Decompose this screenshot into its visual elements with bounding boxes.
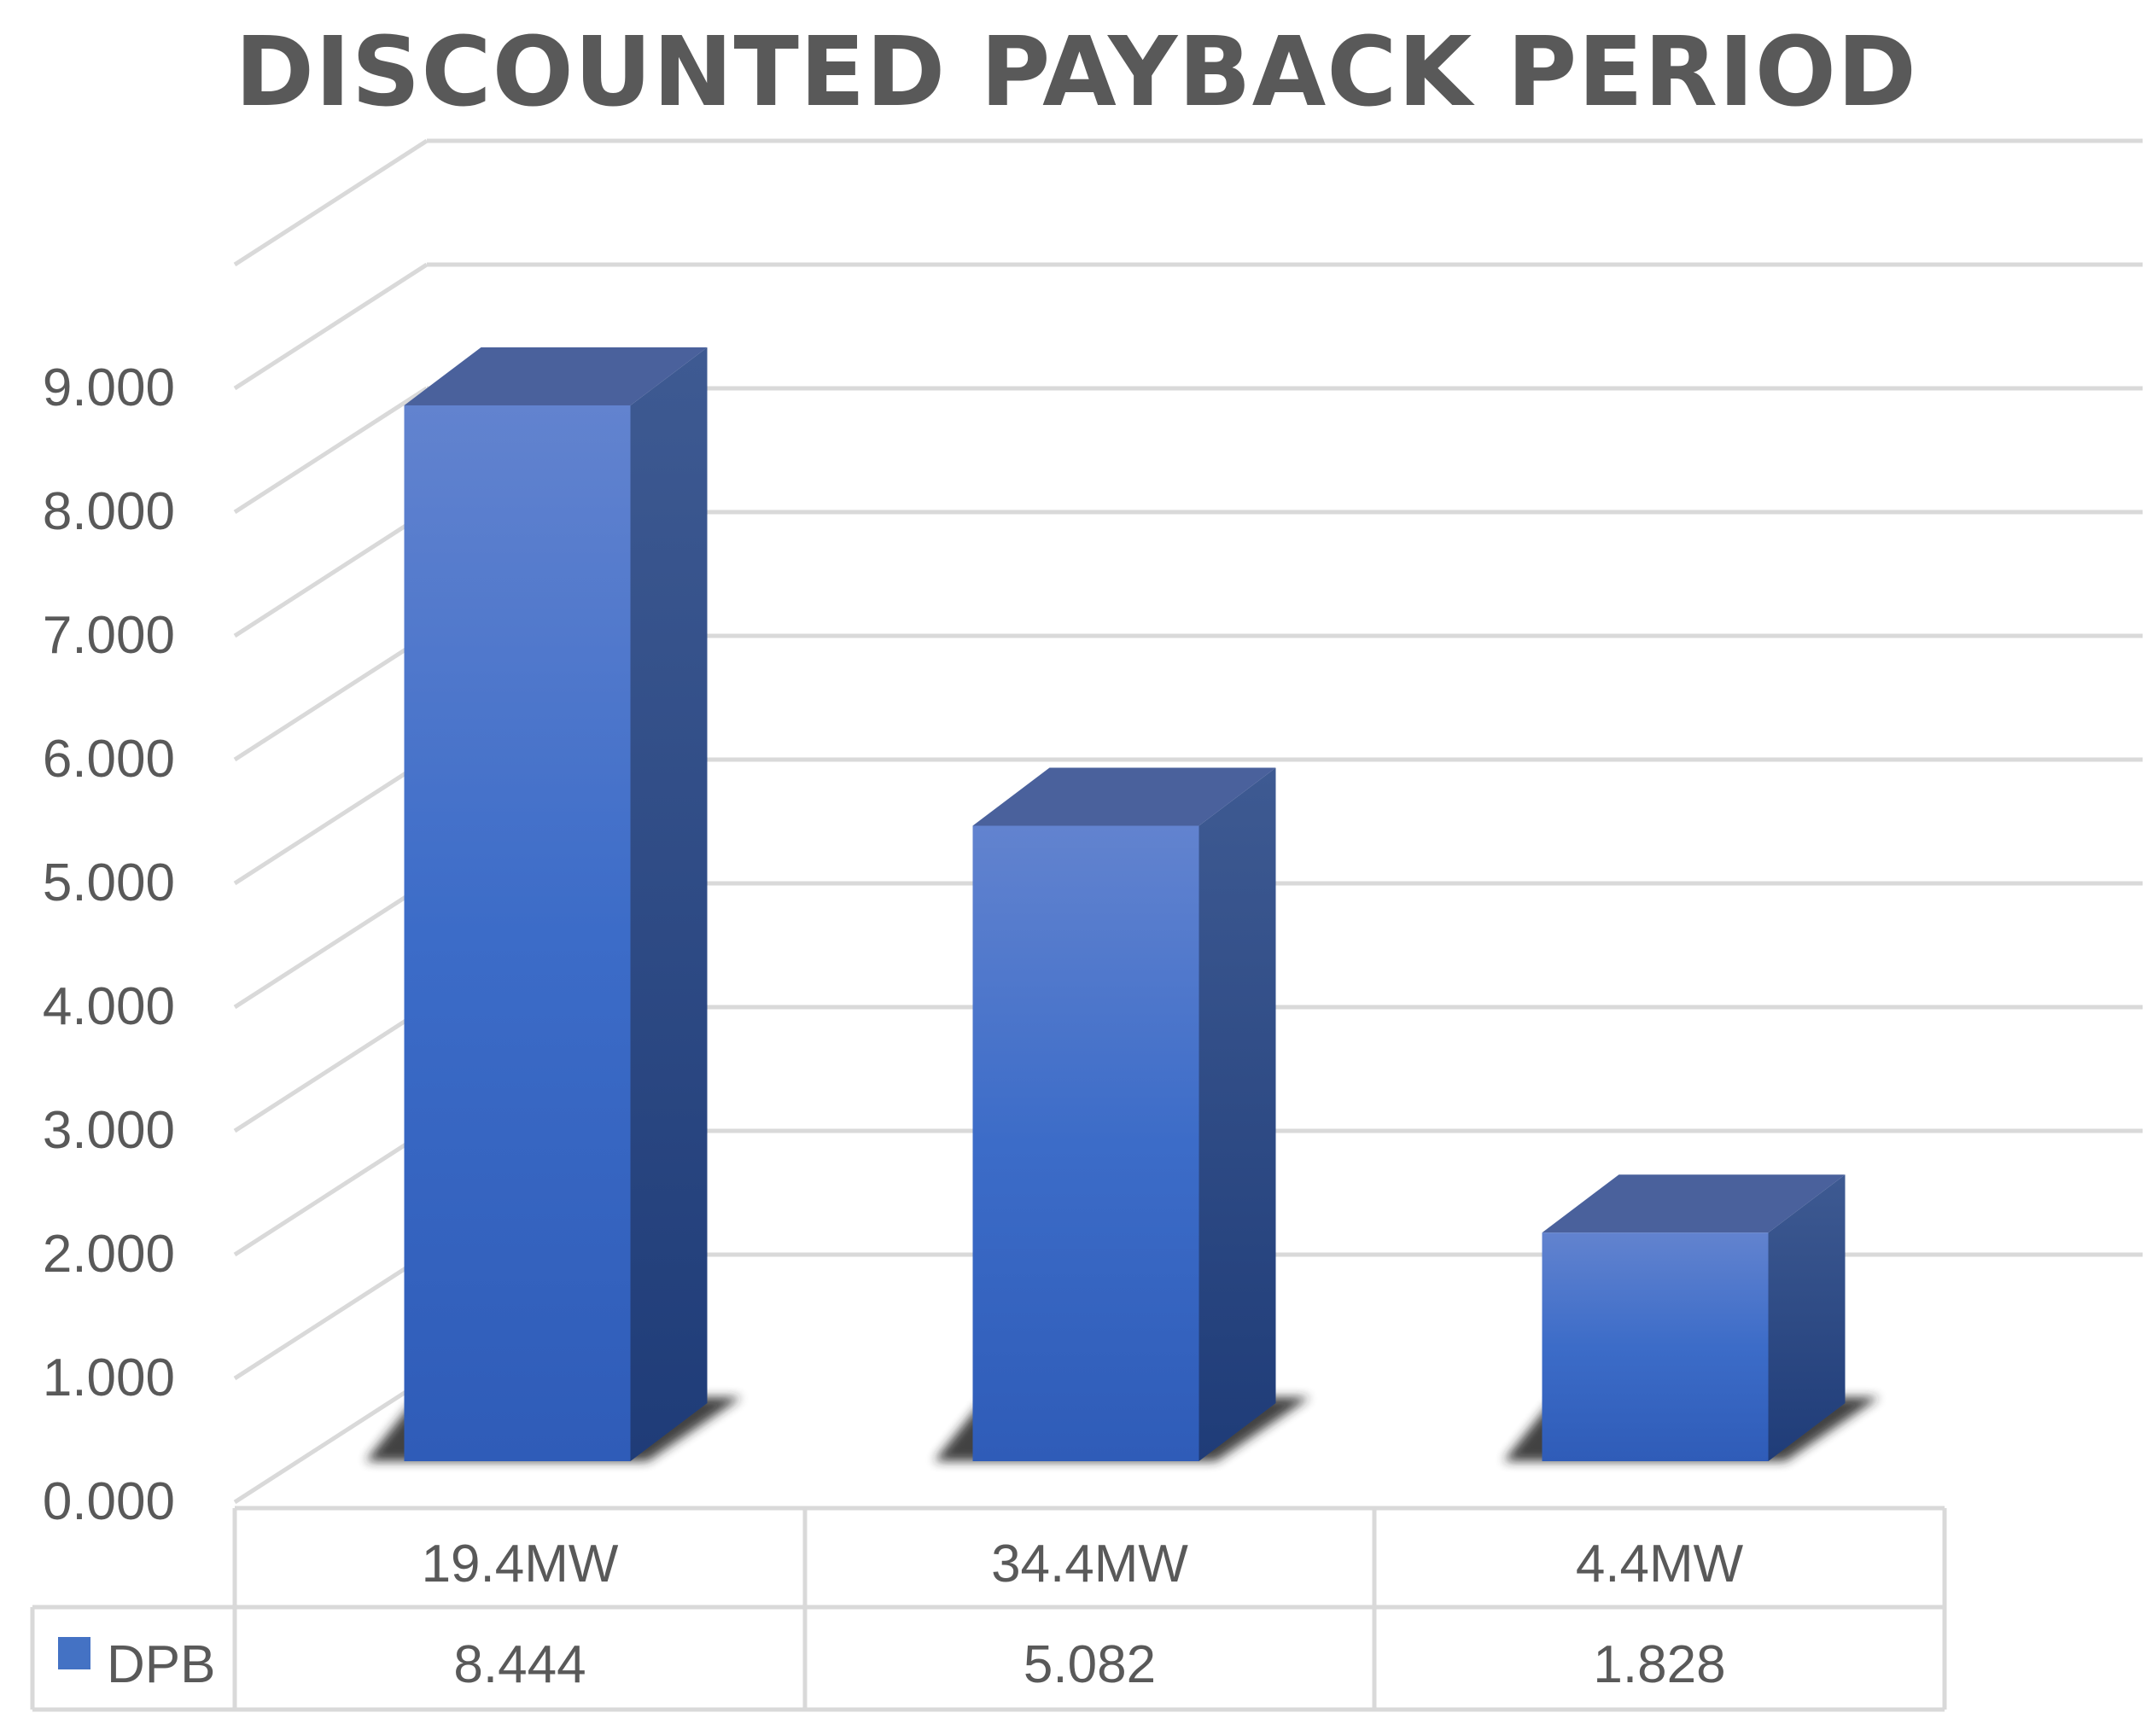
gridline bbox=[233, 633, 2143, 762]
gridline bbox=[233, 262, 2143, 391]
y-tick-label: 7.000 bbox=[43, 606, 175, 665]
gridline bbox=[233, 881, 2143, 1010]
y-tick-label: 3.000 bbox=[43, 1101, 175, 1160]
y-tick-label: 2.000 bbox=[43, 1225, 175, 1284]
data-value-label: 5.082 bbox=[1024, 1635, 1156, 1694]
chart-title: DISCOUNTED PAYBACK PERIOD bbox=[235, 17, 1917, 128]
gridline bbox=[233, 138, 2143, 267]
y-axis-ticks: 0.000 1.000 2.000 3.000 4.000 5.000 6.000 7.000… bbox=[43, 358, 175, 1531]
data-value-label: 8.444 bbox=[453, 1635, 586, 1694]
x-category-label: 19.4MW bbox=[422, 1535, 619, 1593]
gridline bbox=[233, 1005, 2143, 1133]
x-category-label: 4.4MW bbox=[1576, 1535, 1744, 1593]
legend-label: DPB bbox=[107, 1635, 215, 1694]
x-category-label: 34.4MW bbox=[991, 1535, 1188, 1593]
gridline bbox=[233, 757, 2143, 886]
y-tick-label: 4.000 bbox=[43, 977, 175, 1036]
y-tick-label: 8.000 bbox=[43, 482, 175, 541]
data-value-label: 1.828 bbox=[1593, 1635, 1725, 1694]
y-tick-label: 5.000 bbox=[43, 853, 175, 912]
legend-swatch bbox=[58, 1637, 90, 1669]
gridline bbox=[233, 510, 2143, 638]
bar bbox=[1503, 1174, 1880, 1461]
gridlines bbox=[233, 138, 2143, 1505]
y-tick-label: 6.000 bbox=[43, 730, 175, 789]
data-table: 19.4MW 8.444 34.4MW 5.082 4.4MW 1.828 DPB bbox=[30, 1506, 1947, 1712]
bar bbox=[934, 767, 1310, 1461]
gridline bbox=[233, 1252, 2143, 1381]
bars bbox=[365, 347, 1880, 1462]
gridline bbox=[233, 386, 2143, 515]
y-tick-label: 9.000 bbox=[43, 358, 175, 417]
gridline bbox=[233, 1376, 429, 1505]
bar bbox=[365, 347, 742, 1462]
y-tick-label: 1.000 bbox=[43, 1349, 175, 1407]
gridline bbox=[233, 1128, 2143, 1257]
y-tick-label: 0.000 bbox=[43, 1472, 175, 1531]
